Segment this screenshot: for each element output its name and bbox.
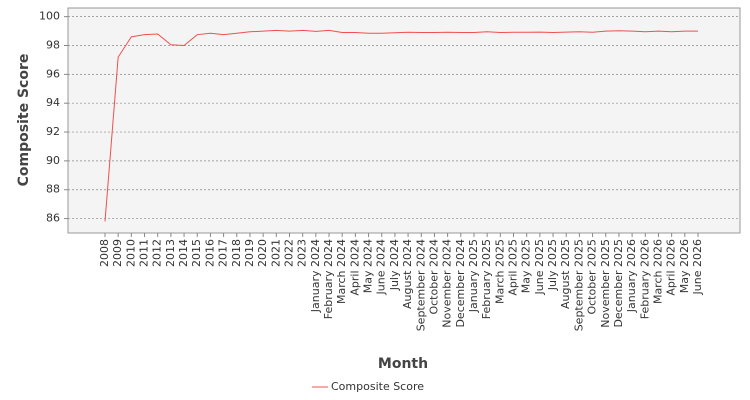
x-tick-label: February 2025 — [480, 239, 493, 319]
x-tick-label: January 2026 — [625, 239, 638, 313]
x-tick-label: 2020 — [256, 239, 269, 267]
x-axis-title: Month — [378, 356, 428, 372]
x-tick-label: September 2025 — [572, 239, 585, 331]
x-tick-label: June 2024 — [375, 239, 388, 295]
x-tick-label: 2008 — [98, 239, 111, 267]
x-tick-label: October 2025 — [586, 239, 599, 315]
y-tick-label: 88 — [46, 183, 60, 196]
x-tick-label: November 2024 — [441, 239, 454, 328]
x-tick-label: April 2024 — [348, 239, 361, 296]
x-tick-label: 2022 — [282, 239, 295, 267]
x-tick-label: 2012 — [151, 239, 164, 267]
x-tick-label: August 2024 — [401, 239, 414, 309]
y-tick-label: 90 — [46, 154, 60, 167]
x-tick-label: 2017 — [217, 239, 230, 267]
x-tick-label: 2014 — [177, 239, 190, 267]
x-tick-label: November 2025 — [599, 239, 612, 328]
x-tick-label: December 2024 — [454, 239, 467, 328]
x-tick-label: March 2025 — [493, 239, 506, 304]
x-tick-label: 2023 — [296, 239, 309, 267]
x-tick-label: December 2025 — [612, 239, 625, 328]
x-tick-label: October 2024 — [427, 239, 440, 315]
x-tick-label: 2010 — [124, 239, 137, 267]
y-tick-label: 94 — [46, 96, 60, 109]
x-tick-label: May 2026 — [678, 239, 691, 293]
x-tick-label: June 2026 — [691, 239, 704, 295]
x-tick-label: February 2026 — [638, 239, 651, 319]
x-tick-label: August 2025 — [559, 239, 572, 309]
x-tick-label: April 2025 — [507, 239, 520, 296]
x-tick-label: July 2024 — [388, 239, 401, 291]
y-tick-label: 96 — [46, 67, 60, 80]
x-tick-label: September 2024 — [414, 239, 427, 331]
x-tick-label: March 2026 — [651, 239, 664, 304]
x-tick-label: 2015 — [190, 239, 203, 267]
x-tick-label: 2009 — [111, 239, 124, 267]
y-axis-title: Composite Score — [16, 54, 32, 187]
plot-area — [67, 7, 741, 234]
data-line — [104, 29, 698, 222]
x-tick-label: May 2024 — [362, 239, 375, 293]
y-tick-label: 98 — [46, 39, 60, 52]
y-tick-label: 100 — [39, 10, 60, 23]
x-tick-label: 2021 — [269, 239, 282, 267]
x-tick-label: 2019 — [243, 239, 256, 267]
x-tick-label: February 2024 — [322, 239, 335, 319]
y-tick-label: 86 — [46, 212, 60, 225]
x-tick-label: 2011 — [138, 239, 151, 267]
x-tick-label: April 2026 — [665, 239, 678, 296]
x-tick-label: January 2024 — [309, 239, 322, 313]
x-tick-label: March 2024 — [335, 239, 348, 304]
x-tick-label: June 2025 — [533, 239, 546, 295]
x-tick-label: 2016 — [203, 239, 216, 267]
legend-label: Composite Score — [331, 380, 424, 393]
x-tick-label: 2018 — [230, 239, 243, 267]
x-tick-label: July 2025 — [546, 239, 559, 291]
x-tick-label: May 2025 — [520, 239, 533, 293]
x-tick-label: January 2025 — [467, 239, 480, 313]
x-tick-label: 2013 — [164, 239, 177, 267]
y-tick-label: 92 — [46, 125, 60, 138]
